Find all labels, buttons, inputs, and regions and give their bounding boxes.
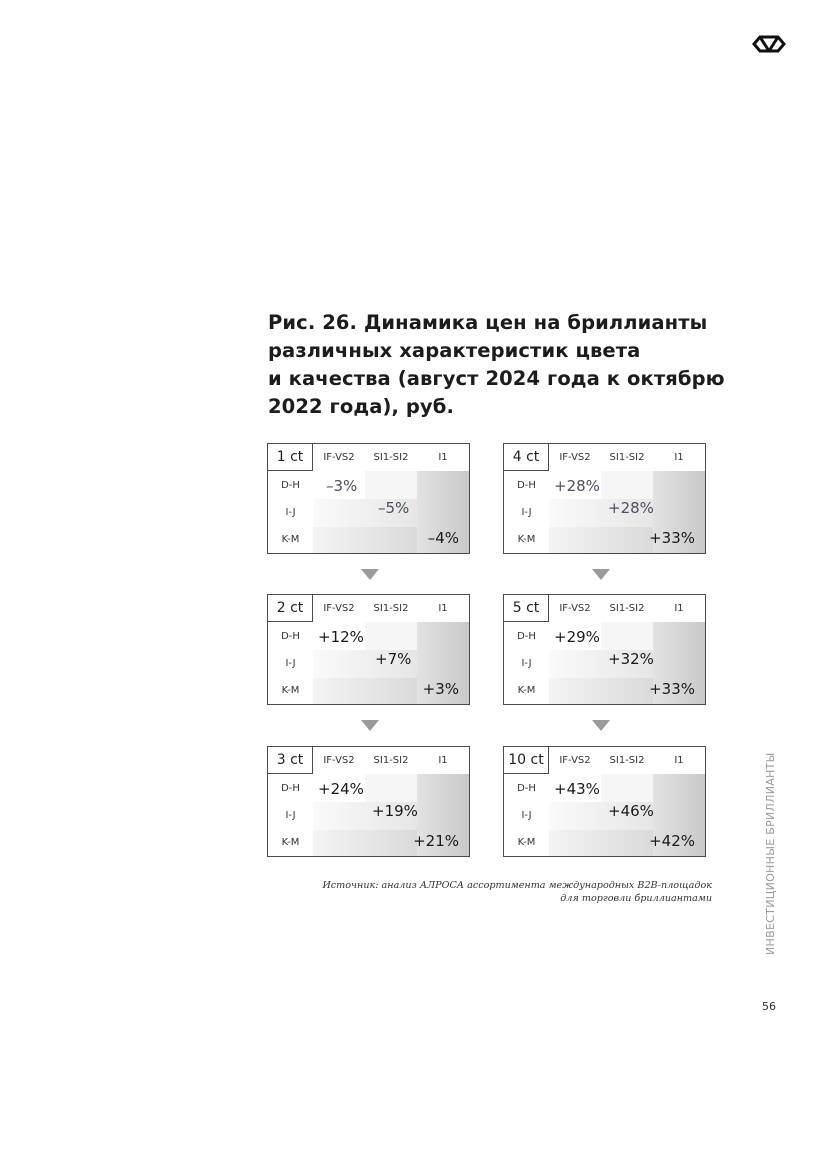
row-header: D-H: [517, 631, 536, 642]
price-change-value: –3%: [326, 477, 358, 495]
price-change-value: +29%: [554, 628, 600, 646]
grid-shade: [601, 774, 653, 802]
grid-shade: [653, 471, 705, 553]
row-header: I-J: [285, 507, 296, 518]
column-header: I1: [438, 452, 448, 463]
carat-label: 2 ct: [268, 595, 313, 622]
carat-label: 5 ct: [504, 595, 549, 622]
price-change-value: +28%: [554, 477, 600, 495]
row-header: K-M: [517, 837, 536, 848]
carat-label: 10 ct: [504, 747, 549, 774]
carat-label: 3 ct: [268, 747, 313, 774]
grid-shade: [601, 471, 653, 499]
row-header: I-J: [521, 507, 532, 518]
column-header: IF-VS2: [559, 755, 591, 766]
column-header: SI1-SI2: [373, 755, 409, 766]
price-change-value: –5%: [378, 499, 410, 517]
price-change-value: +19%: [372, 802, 418, 820]
price-change-value: +7%: [375, 650, 412, 668]
section-side-label: ИНВЕСТИЦИОННЫЕ БРИЛЛИАНТЫ: [764, 752, 777, 955]
row-header: D-H: [517, 783, 536, 794]
grid-shade: [365, 622, 417, 650]
column-header: SI1-SI2: [609, 452, 645, 463]
grid-shade: [601, 622, 653, 650]
row-header: D-H: [517, 480, 536, 491]
row-header: I-J: [521, 658, 532, 669]
row-header: D-H: [281, 480, 300, 491]
row-header: K-M: [281, 685, 300, 696]
column-header: SI1-SI2: [373, 603, 409, 614]
column-header: IF-VS2: [559, 452, 591, 463]
column-header: I1: [438, 603, 448, 614]
price-change-value: +43%: [554, 780, 600, 798]
figure-title-line: и качества (август 2024 года к октябрю: [268, 367, 725, 390]
row-header: K-M: [517, 685, 536, 696]
price-grid-3ct: 3 ct IF-VS2 SI1-SI2 I1 D-H I-J K-M +24% …: [267, 746, 470, 857]
page-number: 56: [762, 1000, 776, 1013]
price-change-value: +3%: [422, 680, 459, 698]
figure-title-line: Рис. 26. Динамика цен на бриллианты: [268, 311, 708, 334]
row-header: K-M: [281, 534, 300, 545]
price-grid-1ct: 1 ct IF-VS2 SI1-SI2 I1 D-H I-J K-M –3% –…: [267, 443, 470, 554]
figure-title-line: 2022 года), руб.: [268, 395, 454, 418]
triangle-down-icon: [592, 569, 610, 580]
column-header: I1: [674, 452, 684, 463]
grid-shade: [365, 471, 417, 499]
triangle-down-icon: [361, 569, 379, 580]
column-header: SI1-SI2: [609, 755, 645, 766]
column-header: I1: [674, 603, 684, 614]
price-change-value: +33%: [649, 680, 695, 698]
grid-shade: [365, 774, 417, 802]
row-header: D-H: [281, 783, 300, 794]
grid-shade: [653, 774, 705, 856]
price-change-value: +21%: [413, 832, 459, 850]
grid-shade: [417, 471, 469, 553]
figure-title-line: различных характеристик цвета: [268, 339, 641, 362]
grid-shade: [417, 622, 469, 704]
source-note: Источник: анализ АЛРОСА ассортимента меж…: [300, 879, 712, 905]
price-change-value: –4%: [427, 529, 459, 547]
row-header: K-M: [517, 534, 536, 545]
column-header: SI1-SI2: [609, 603, 645, 614]
row-header: I-J: [521, 810, 532, 821]
row-header: I-J: [285, 658, 296, 669]
price-change-value: +12%: [318, 628, 364, 646]
price-change-value: +46%: [608, 802, 654, 820]
triangle-down-icon: [592, 720, 610, 731]
column-header: IF-VS2: [323, 603, 355, 614]
brand-logo-icon: [752, 35, 786, 53]
triangle-down-icon: [361, 720, 379, 731]
price-change-value: +32%: [608, 650, 654, 668]
carat-label: 4 ct: [504, 444, 549, 471]
column-header: SI1-SI2: [373, 452, 409, 463]
price-grid-4ct: 4 ct IF-VS2 SI1-SI2 I1 D-H I-J K-M +28% …: [503, 443, 706, 554]
price-grid-5ct: 5 ct IF-VS2 SI1-SI2 I1 D-H I-J K-M +29% …: [503, 594, 706, 705]
price-change-value: +42%: [649, 832, 695, 850]
grid-shade: [417, 774, 469, 856]
row-header: D-H: [281, 631, 300, 642]
price-change-value: +28%: [608, 499, 654, 517]
figure-title: Рис. 26. Динамика цен на бриллианты разл…: [268, 309, 738, 421]
price-change-value: +24%: [318, 780, 364, 798]
column-header: IF-VS2: [559, 603, 591, 614]
price-grid-10ct: 10 ct IF-VS2 SI1-SI2 I1 D-H I-J K-M +43%…: [503, 746, 706, 857]
carat-label: 1 ct: [268, 444, 313, 471]
source-line: Источник: анализ АЛРОСА ассортимента меж…: [322, 880, 712, 891]
column-header: IF-VS2: [323, 452, 355, 463]
column-header: I1: [438, 755, 448, 766]
price-change-value: +33%: [649, 529, 695, 547]
row-header: K-M: [281, 837, 300, 848]
grid-shade: [653, 622, 705, 704]
source-line: для торговли бриллиантами: [560, 893, 712, 904]
column-header: I1: [674, 755, 684, 766]
price-grid-2ct: 2 ct IF-VS2 SI1-SI2 I1 D-H I-J K-M +12% …: [267, 594, 470, 705]
column-header: IF-VS2: [323, 755, 355, 766]
row-header: I-J: [285, 810, 296, 821]
